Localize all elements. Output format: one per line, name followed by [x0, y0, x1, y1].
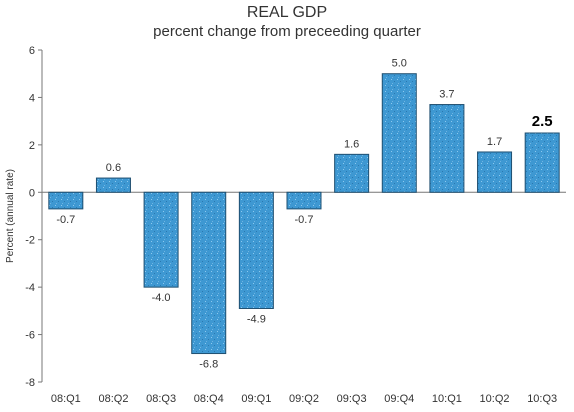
data-label: -6.8 — [199, 359, 218, 371]
bar — [429, 104, 465, 193]
bar — [48, 191, 84, 210]
data-label: 2.5 — [532, 113, 553, 130]
labels-layer: 08:Q1 -0.7 08:Q2 0.6 08:Q3 -4.0 08:Q4 -6.8 09:Q1… — [51, 58, 557, 405]
axes-layer: 6 4 2 0 -2 -4 -6 -8 Percent (annual rate) — [5, 45, 566, 389]
bars-layer — [48, 73, 560, 355]
y-tick-label: -2 — [25, 235, 35, 247]
y-axis-title: Percent (annual rate) — [5, 169, 16, 263]
x-tick-label: 08:Q1 — [51, 393, 81, 405]
data-label: -0.7 — [295, 214, 314, 226]
y-tick-label: 4 — [29, 92, 35, 104]
y-tick-label: -4 — [25, 282, 35, 294]
x-tick-label: 09:Q2 — [289, 393, 319, 405]
data-label: 5.0 — [392, 58, 407, 70]
bar — [191, 191, 227, 355]
data-label: 0.6 — [106, 162, 121, 174]
data-label: 3.7 — [439, 89, 454, 101]
bar — [286, 191, 322, 210]
y-tick-label: -6 — [25, 330, 35, 342]
x-tick-label: 10:Q2 — [480, 393, 510, 405]
chart-subtitle: percent change from preceeding quarter — [153, 23, 421, 40]
data-label: 1.7 — [487, 136, 502, 148]
x-tick-label: 08:Q2 — [98, 393, 128, 405]
x-tick-label: 09:Q4 — [384, 393, 414, 405]
bar — [238, 191, 274, 309]
x-tick-label: 10:Q1 — [432, 393, 462, 405]
y-tick-label: 6 — [29, 45, 35, 57]
x-tick-label: 09:Q3 — [337, 393, 367, 405]
bar — [381, 73, 417, 193]
data-label: -4.0 — [152, 292, 171, 304]
x-tick-label: 08:Q4 — [194, 393, 224, 405]
data-label: -4.9 — [247, 313, 266, 325]
bar — [524, 132, 560, 193]
bar — [477, 151, 513, 193]
bar — [95, 177, 131, 193]
chart-title: REAL GDP — [246, 4, 328, 21]
bar — [334, 153, 370, 193]
y-tick-label: -8 — [25, 377, 35, 389]
y-tick-label: 2 — [29, 140, 35, 152]
x-tick-label: 10:Q3 — [527, 393, 557, 405]
y-tick-label: 0 — [29, 187, 35, 199]
data-label: -0.7 — [56, 214, 75, 226]
bar — [143, 191, 179, 288]
data-label: 1.6 — [344, 138, 359, 150]
x-tick-label: 09:Q1 — [241, 393, 271, 405]
x-tick-label: 08:Q3 — [146, 393, 176, 405]
